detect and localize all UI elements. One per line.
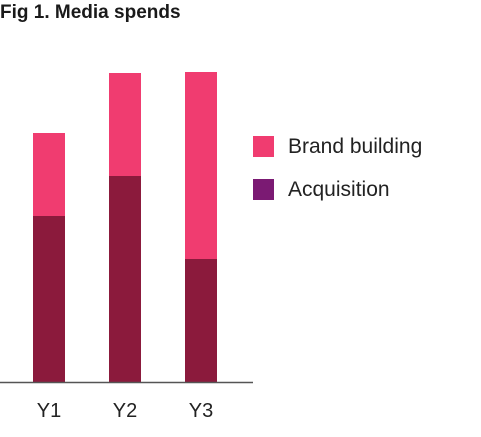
x-tick-label-y3: Y3 — [189, 400, 213, 422]
chart-title: Fig 1. Media spends — [0, 2, 181, 23]
bar-brand-building-y1 — [33, 133, 65, 216]
legend-label-brand-building: Brand building — [288, 134, 423, 158]
legend-label-acquisition: Acquisition — [288, 177, 390, 201]
x-tick-label-y1: Y1 — [37, 400, 61, 422]
bar-brand-building-y3 — [185, 72, 217, 259]
legend: Brand building Acquisition — [253, 125, 422, 211]
legend-swatch-acquisition — [253, 179, 274, 200]
bar-acquisition-y2 — [109, 176, 141, 382]
x-tick-label-y2: Y2 — [113, 400, 137, 422]
bar-acquisition-y1 — [33, 216, 65, 382]
legend-item-brand-building: Brand building — [253, 125, 422, 168]
bar-brand-building-y2 — [109, 73, 141, 176]
legend-swatch-brand-building — [253, 136, 274, 157]
legend-item-acquisition: Acquisition — [253, 168, 422, 211]
bar-acquisition-y3 — [185, 259, 217, 382]
